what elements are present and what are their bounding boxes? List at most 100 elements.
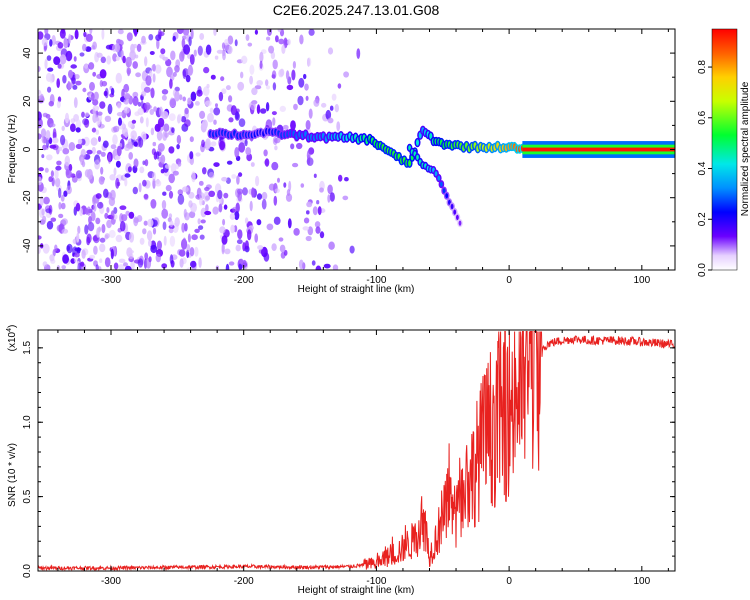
noise-speckle: [162, 191, 167, 196]
noise-speckle: [202, 86, 210, 97]
noise-speckle: [109, 174, 116, 181]
noise-speckle: [147, 218, 154, 228]
noise-speckle: [343, 71, 349, 78]
ridge-core: [434, 171, 438, 177]
noise-speckle: [148, 256, 152, 263]
noise-speckle: [104, 234, 109, 240]
noise-speckle: [74, 29, 79, 40]
noise-speckle: [52, 128, 57, 139]
noise-speckle: [256, 80, 264, 86]
noise-speckle: [77, 138, 83, 145]
noise-speckle: [113, 167, 117, 176]
noise-speckle: [46, 154, 53, 161]
noise-speckle: [60, 194, 65, 202]
noise-speckle: [86, 233, 92, 244]
noise-speckle: [189, 211, 196, 219]
noise-speckle: [152, 73, 156, 83]
noise-speckle: [128, 232, 135, 243]
noise-speckle: [75, 202, 81, 212]
noise-speckle: [323, 263, 331, 269]
noise-speckle: [315, 226, 321, 234]
noise-speckle: [255, 175, 260, 187]
noise-speckle: [189, 247, 195, 257]
noise-speckle: [156, 130, 163, 141]
noise-speckle: [85, 112, 89, 117]
noise-speckle: [103, 188, 109, 198]
noise-speckle: [290, 143, 295, 150]
noise-speckle: [228, 95, 233, 103]
noise-speckle: [125, 56, 132, 68]
noise-speckle: [256, 193, 263, 200]
noise-speckle: [112, 44, 117, 52]
noise-speckle: [105, 44, 113, 50]
noise-speckle: [182, 186, 189, 193]
noise-speckle: [137, 108, 144, 116]
noise-speckle: [199, 234, 205, 240]
noise-speckle: [38, 31, 44, 40]
noise-speckle: [197, 218, 201, 225]
noise-speckle: [43, 196, 50, 205]
noise-speckle: [123, 99, 129, 105]
noise-speckle: [110, 189, 116, 201]
noise-speckle: [272, 117, 276, 126]
noise-speckle: [170, 50, 176, 61]
noise-speckle: [168, 228, 174, 234]
noise-speckle: [60, 202, 66, 210]
colorbar-ticks: 0.0 0.2 0.4 0.6 0.8: [697, 60, 712, 277]
noise-speckle: [239, 258, 244, 265]
ridge-core: [442, 188, 446, 194]
noise-speckle: [74, 74, 80, 80]
noise-speckle: [234, 39, 238, 47]
noise-speckle: [98, 266, 102, 270]
noise-speckle: [47, 86, 52, 93]
noise-speckle: [306, 150, 311, 161]
noise-speckle: [134, 54, 139, 59]
noise-speckle: [193, 49, 197, 57]
noise-speckle: [128, 211, 135, 219]
noise-speckle: [254, 29, 258, 35]
noise-speckle: [305, 95, 309, 101]
noise-speckle: [41, 37, 48, 47]
noise-speckle: [225, 263, 230, 270]
noise-speckle: [126, 32, 133, 42]
noise-speckle: [65, 50, 73, 62]
noise-speckle: [161, 111, 169, 119]
noise-speckle: [277, 177, 280, 183]
noise-speckle: [99, 237, 106, 243]
x-tick-label: -300: [101, 576, 121, 587]
noise-speckle: [168, 213, 173, 219]
noise-speckle: [162, 56, 169, 61]
noise-speckle: [72, 238, 78, 245]
figure-title: C2E6.2025.247.13.01.G08: [273, 2, 440, 18]
noise-speckle: [118, 117, 122, 126]
noise-speckle: [325, 109, 332, 120]
noise-speckle: [254, 233, 258, 243]
noise-speckle: [89, 29, 93, 35]
noise-speckle: [271, 111, 277, 116]
noise-speckle: [123, 83, 130, 93]
noise-speckle: [80, 148, 87, 160]
noise-speckle: [218, 91, 224, 102]
noise-speckle: [75, 170, 82, 179]
x-tick-label: -200: [234, 275, 254, 286]
noise-speckle: [94, 51, 99, 63]
noise-speckle: [265, 79, 269, 87]
noise-speckle: [115, 72, 123, 84]
noise-speckle: [313, 173, 317, 178]
noise-speckle: [70, 118, 76, 124]
noise-speckle: [184, 119, 191, 127]
noise-speckle: [42, 215, 47, 224]
noise-speckle: [88, 216, 92, 224]
noise-speckle: [149, 51, 155, 55]
noise-speckle: [152, 63, 156, 72]
noise-speckle: [92, 99, 99, 106]
noise-speckle: [267, 29, 272, 36]
noise-speckle: [291, 69, 296, 81]
noise-speckle: [128, 253, 134, 260]
noise-speckle: [273, 216, 281, 225]
noise-speckle: [247, 42, 253, 47]
noise-speckle: [274, 145, 278, 151]
colorbar: 0.0 0.2 0.4 0.6 0.8 Normalized spectral ampl…: [697, 28, 750, 277]
noise-speckle: [70, 64, 77, 69]
noise-speckle: [176, 134, 182, 145]
